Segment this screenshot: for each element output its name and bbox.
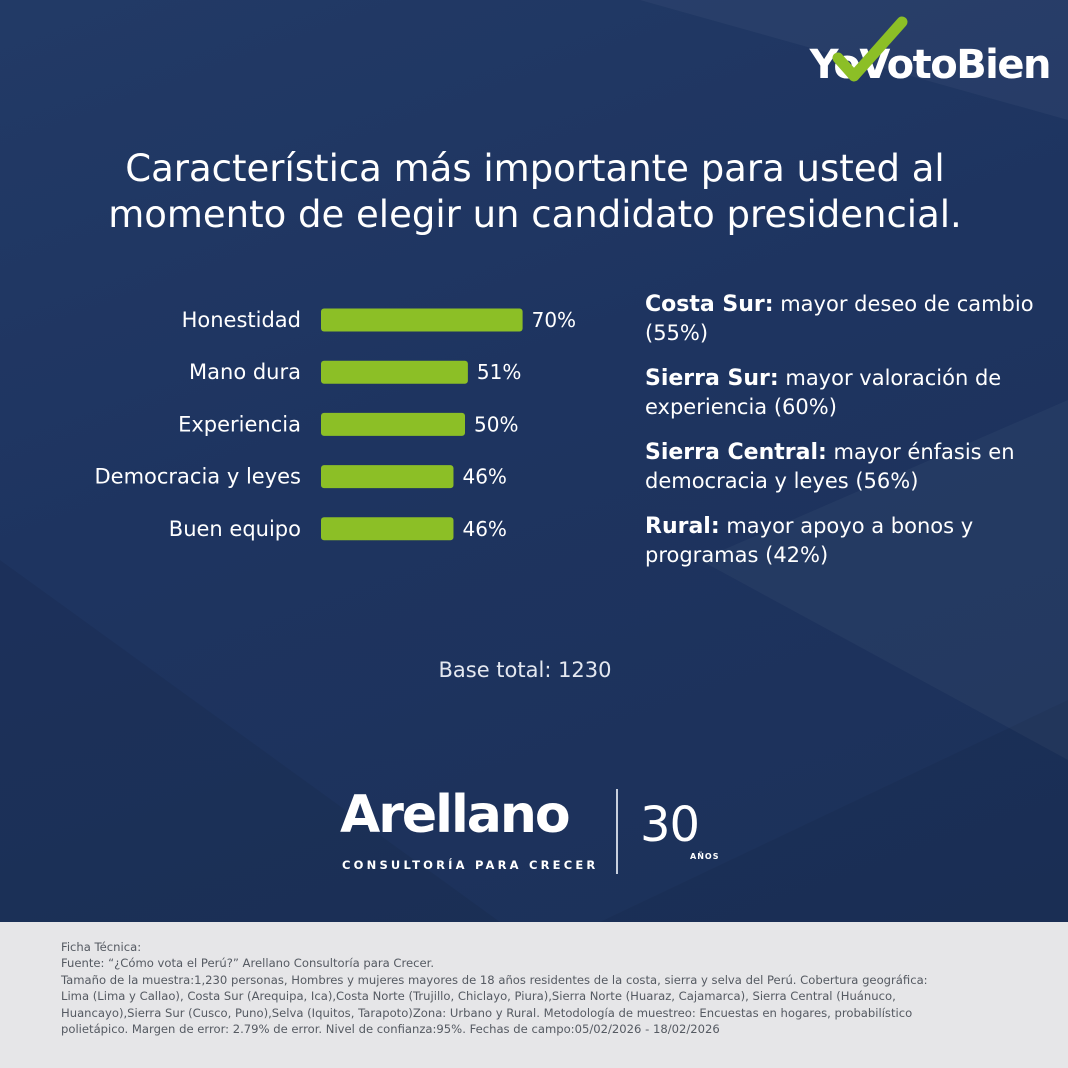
category-label: Democracia y leyes <box>94 465 301 489</box>
page-title: Característica más importante para usted… <box>40 146 1030 238</box>
technical-sheet: Ficha Técnica: Fuente: “¿Cómo vota el Pe… <box>0 922 1068 1068</box>
value-label: 46% <box>462 465 506 489</box>
note-region: Costa Sur: <box>645 292 774 317</box>
title-line-1: Característica más importante para usted… <box>125 147 945 190</box>
note-region: Rural: <box>645 514 720 539</box>
note-text: mayor valoración de experiencia (60%) <box>645 366 1002 419</box>
footer-line: polietápico. Margen de error: 2.79% de e… <box>61 1022 720 1037</box>
anniversary-number: 30 <box>640 797 700 853</box>
note-item: Sierra Central: mayor énfasis en democra… <box>645 438 1055 495</box>
footer-line: Ficha Técnica: <box>61 940 142 954</box>
technical-sheet-text: Ficha Técnica: Fuente: “¿Cómo vota el Pe… <box>61 939 1021 1037</box>
category-label: Buen equipo <box>169 517 301 541</box>
category-label: Experiencia <box>178 412 301 436</box>
bar <box>321 465 454 489</box>
note-text: mayor deseo de cambio (55%) <box>645 292 1034 345</box>
note-item: Sierra Sur: mayor valoración de experien… <box>645 364 1055 421</box>
footer-line: Lima (Lima y Callao), Costa Sur (Arequip… <box>61 989 896 1004</box>
note-item: Rural: mayor apoyo a bonos y programas (… <box>645 512 1055 569</box>
base-total: Base total: 1230 <box>438 658 612 682</box>
bar <box>321 412 465 436</box>
note-text: mayor énfasis en democracia y leyes (56%… <box>645 440 1015 493</box>
note-region: Sierra Sur: <box>645 366 779 391</box>
regional-notes: Costa Sur: mayor deseo de cambio (55%) S… <box>645 290 1055 586</box>
value-label: 46% <box>462 517 506 541</box>
background-diagonals <box>0 0 1068 922</box>
arellano-logo: Arellano CONSULTORÍA PARA CRECER 30 AÑOS <box>340 785 740 880</box>
note-region: Sierra Central: <box>645 440 827 465</box>
bar-chart: Honestidad 70% Mano dura 51% Experiencia 50% D… <box>94 308 576 541</box>
bar <box>321 308 523 332</box>
value-label: 70% <box>532 308 576 332</box>
footer-line: Fuente: “¿Cómo vota el Perú?” Arellano C… <box>61 956 435 971</box>
background <box>0 0 1068 922</box>
bar <box>321 360 468 384</box>
anniversary-label: AÑOS <box>690 852 720 861</box>
category-label: Honestidad <box>182 308 301 332</box>
logo-divider <box>616 789 618 874</box>
checkmark-icon <box>832 16 908 82</box>
note-text: mayor apoyo a bonos y programas (42%) <box>645 514 974 567</box>
footer-line: Tamaño de la muestra:1,230 personas, Hom… <box>61 972 928 987</box>
bar <box>321 517 454 541</box>
arellano-tagline: CONSULTORÍA PARA CRECER <box>342 858 599 872</box>
value-label: 51% <box>477 360 521 384</box>
yovotobien-logo: YoVotoBien <box>760 16 1052 98</box>
arellano-logo-name: Arellano <box>340 785 571 845</box>
category-label: Mano dura <box>189 360 301 384</box>
note-item: Costa Sur: mayor deseo de cambio (55%) <box>645 290 1055 347</box>
footer-line: Huancayo),Sierra Sur (Cusco, Puno),Selva… <box>61 1005 913 1020</box>
value-label: 50% <box>474 412 518 436</box>
title-line-2: momento de elegir un candidato presidenc… <box>108 193 962 236</box>
